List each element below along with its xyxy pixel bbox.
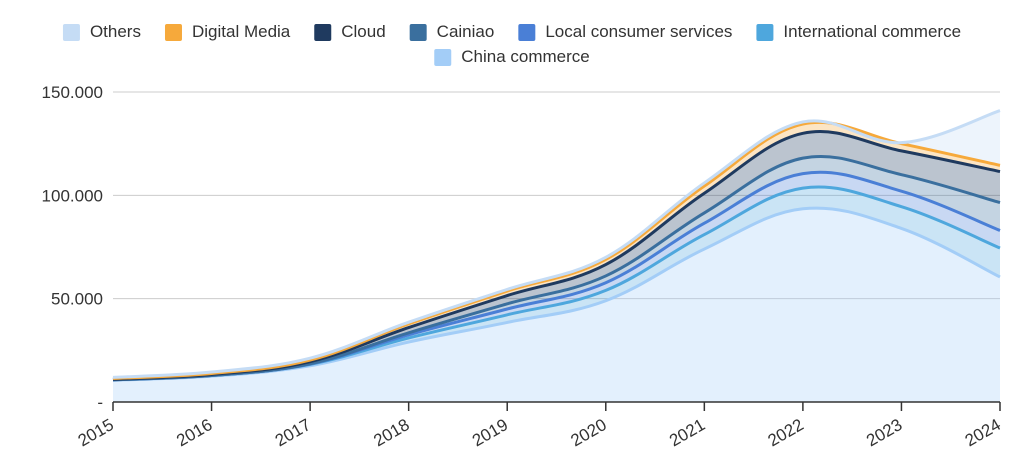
y-tick-label: 100.000 — [42, 186, 103, 205]
x-tick-label: 2015 — [75, 415, 117, 450]
series-areas — [113, 110, 1000, 402]
y-tick-label: - — [97, 393, 103, 412]
legend-label: Cainiao — [437, 22, 495, 41]
legend-swatch — [314, 24, 332, 41]
area-cloud — [113, 131, 1000, 380]
x-tick-label: 2017 — [272, 415, 314, 450]
x-tick-label: 2019 — [469, 415, 511, 450]
legend-label: Others — [90, 22, 141, 41]
legend-item-cainiao[interactable]: Cainiao — [409, 22, 495, 41]
legend-item-cloud[interactable]: Cloud — [314, 22, 386, 41]
legend-swatch — [164, 24, 182, 41]
legend-label: International commerce — [783, 22, 961, 41]
legend-item-china-commerce[interactable]: China commerce — [434, 47, 590, 66]
legend: Others Digital Media Cloud Cainiao Local con… — [62, 22, 961, 66]
x-tick-label: 2020 — [568, 415, 610, 450]
legend-swatch — [756, 24, 774, 41]
legend-swatch — [518, 24, 536, 41]
x-tick-label: 2024 — [962, 415, 1004, 450]
legend-item-international-commerce[interactable]: International commerce — [756, 22, 961, 41]
x-tick-label: 2021 — [666, 415, 708, 450]
legend-label: Cloud — [341, 22, 385, 41]
line-digital-media — [112, 120, 1001, 380]
y-tick-label: 50.000 — [51, 290, 103, 309]
legend-swatch — [409, 24, 427, 41]
area-cainiao — [113, 156, 1000, 380]
legend-item-digital-media[interactable]: Digital Media — [164, 22, 291, 41]
legend-item-local-consumer-services[interactable]: Local consumer services — [518, 22, 732, 41]
x-tick-label: 2022 — [765, 415, 807, 450]
x-tick-label: 2016 — [173, 415, 215, 450]
series-lines — [112, 109, 1001, 382]
x-tick-label: 2023 — [863, 415, 905, 450]
legend-swatch — [62, 24, 80, 41]
legend-label: Local consumer services — [545, 22, 732, 41]
area-china-commerce — [113, 208, 1000, 402]
line-others — [112, 109, 1001, 379]
y-tick-label: 150.000 — [42, 83, 103, 102]
legend-label: Digital Media — [192, 22, 291, 41]
legend-item-others[interactable]: Others — [62, 22, 141, 41]
area-digital-media — [113, 122, 1000, 380]
legend-swatch — [434, 49, 452, 66]
x-tick-label: 2018 — [370, 415, 412, 450]
legend-label: China commerce — [461, 47, 590, 66]
